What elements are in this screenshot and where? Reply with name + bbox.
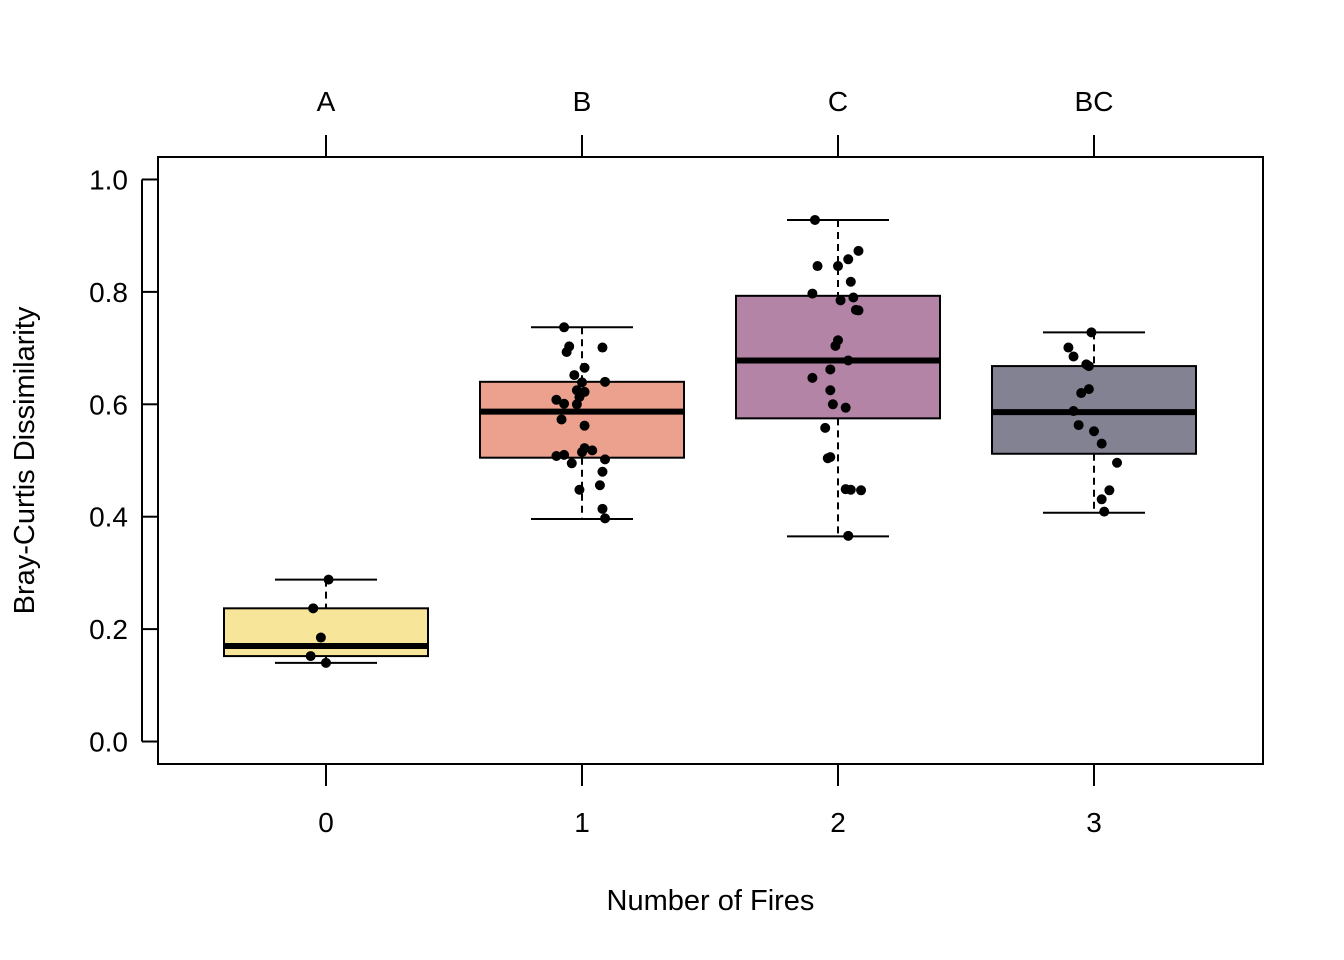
data-point <box>1068 406 1079 417</box>
data-point <box>597 342 608 353</box>
data-point <box>843 254 854 265</box>
data-point <box>812 261 823 272</box>
box-group-0 <box>223 578 429 664</box>
data-point <box>571 399 582 410</box>
data-point <box>561 347 572 358</box>
data-point <box>853 305 864 316</box>
x-axis-title: Number of Fires <box>607 885 815 917</box>
data-point <box>579 420 590 431</box>
y-axis: 0.0 0.2 0.4 0.6 0.8 1.0 <box>89 164 158 758</box>
data-point <box>807 288 818 299</box>
group-letter-label: C <box>828 86 848 117</box>
data-point <box>845 276 856 287</box>
data-point <box>809 214 820 225</box>
x-tick-label: 0 <box>318 807 334 838</box>
group-letter-axis: A B C BC <box>317 86 1114 157</box>
data-point <box>1089 426 1099 437</box>
data-point <box>569 370 580 381</box>
data-point <box>1076 388 1087 399</box>
points-layer <box>305 214 1123 668</box>
data-point <box>551 394 562 405</box>
y-tick-label: 0.0 <box>89 727 128 758</box>
data-point <box>833 261 843 272</box>
data-point <box>308 603 319 614</box>
group-letter-label: B <box>573 86 592 117</box>
data-point <box>566 458 577 469</box>
group-letter-label: BC <box>1075 86 1114 117</box>
box-group-2 <box>735 218 941 538</box>
data-point <box>600 454 611 465</box>
y-tick-label: 0.4 <box>89 502 128 533</box>
data-point <box>825 364 836 375</box>
data-point <box>1073 420 1084 431</box>
data-point <box>840 402 851 413</box>
data-point <box>597 466 608 477</box>
data-point <box>807 372 818 383</box>
y-tick-label: 0.8 <box>89 277 128 308</box>
data-point <box>577 377 587 388</box>
data-point <box>315 632 326 643</box>
data-point <box>820 422 831 433</box>
data-point <box>1104 485 1115 496</box>
data-point <box>1083 384 1094 395</box>
data-point <box>600 513 611 524</box>
data-point <box>594 480 605 491</box>
data-point <box>577 447 587 458</box>
data-point <box>848 292 859 303</box>
data-point <box>1099 506 1110 517</box>
box-group-3 <box>991 331 1197 514</box>
x-axis: 0 1 2 3 <box>318 764 1102 838</box>
x-tick-label: 3 <box>1086 807 1102 838</box>
data-point <box>856 485 867 496</box>
data-point <box>825 385 836 396</box>
data-point <box>559 322 570 333</box>
data-point <box>551 451 562 462</box>
y-tick-label: 0.6 <box>89 389 128 420</box>
data-point <box>597 503 608 514</box>
data-point <box>556 414 567 425</box>
x-tick-label: 1 <box>574 807 590 838</box>
data-point <box>600 376 611 387</box>
y-tick-label: 1.0 <box>89 164 128 195</box>
data-point <box>843 530 854 541</box>
x-tick-label: 2 <box>830 807 846 838</box>
data-point <box>1112 457 1123 468</box>
data-point <box>305 651 316 662</box>
data-point <box>1096 438 1107 449</box>
group-letter-label: A <box>317 86 336 117</box>
data-point <box>559 398 570 409</box>
data-point <box>822 453 833 464</box>
data-point <box>1068 351 1079 362</box>
data-point <box>323 574 334 585</box>
data-point <box>845 484 856 495</box>
data-point <box>321 657 331 668</box>
data-point <box>830 340 841 351</box>
box-iqr <box>735 294 941 420</box>
data-point <box>1083 361 1094 372</box>
boxes-layer <box>223 218 1197 664</box>
data-point <box>853 245 864 256</box>
data-point <box>843 355 854 366</box>
y-tick-label: 0.2 <box>89 614 128 645</box>
data-point <box>1096 494 1107 505</box>
data-point <box>574 484 585 495</box>
data-point <box>1063 342 1074 353</box>
plot-frame <box>157 156 1264 765</box>
data-point <box>559 449 570 460</box>
data-point <box>1086 327 1097 338</box>
data-point <box>835 295 846 306</box>
data-point <box>579 362 590 373</box>
data-point <box>827 399 838 410</box>
data-point <box>587 445 598 456</box>
y-axis-title: Bray-Curtis Dissimilarity <box>9 306 41 614</box>
